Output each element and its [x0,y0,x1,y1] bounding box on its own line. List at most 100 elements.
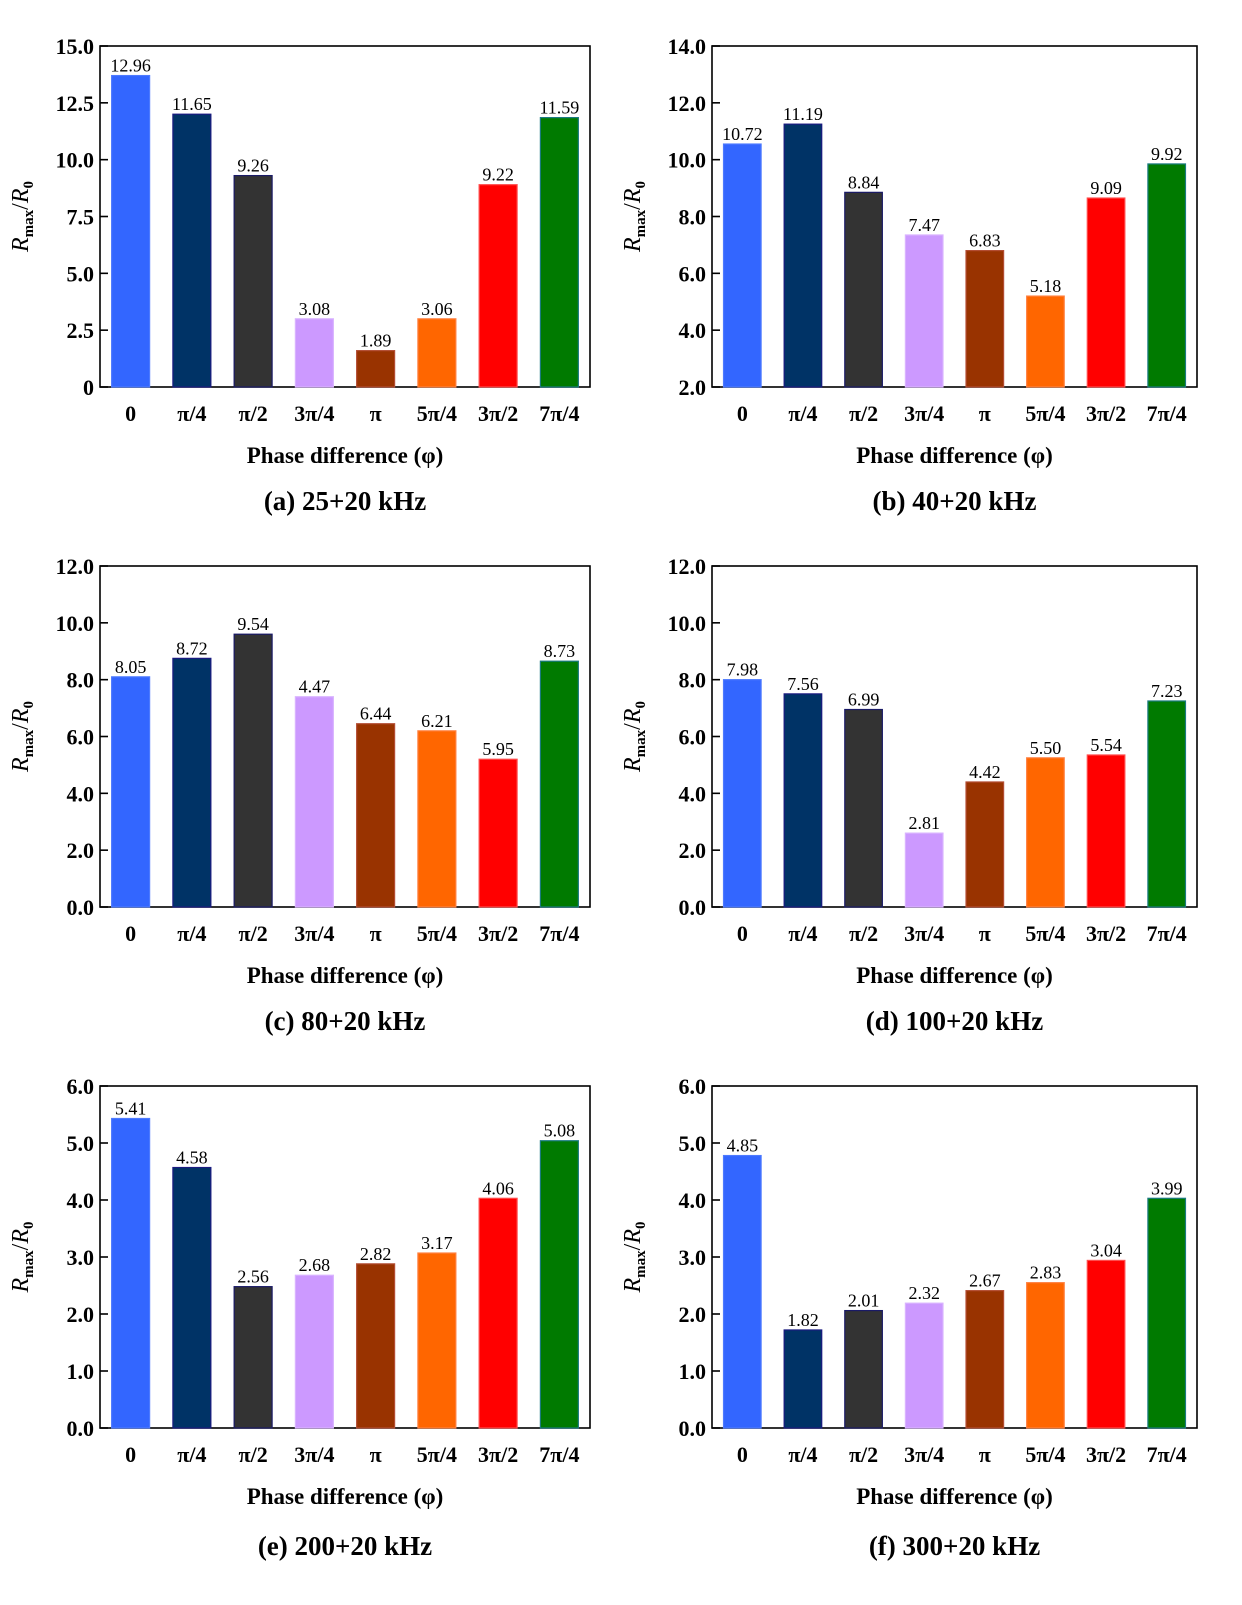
y-tick-label: 1.0 [679,1359,707,1384]
data-label: 1.89 [360,331,392,351]
data-label: 2.32 [908,1283,940,1303]
bar [294,696,334,908]
y-tick-label: 10.0 [668,148,707,173]
y-axis-title-part: R [8,757,34,773]
y-tick-label: 2.0 [679,838,707,863]
bar [904,1302,944,1429]
data-label: 9.92 [1151,144,1183,164]
data-label: 7.98 [727,660,759,680]
y-tick-label: 10.0 [668,611,707,636]
x-tick-label: 0 [125,401,136,426]
x-axis-title: Phase difference (φ) [856,963,1053,988]
y-axis-title-part: R [8,237,34,253]
x-tick-label: 3π/2 [478,1442,518,1467]
y-tick-label: 6.0 [67,725,95,750]
data-label: 2.67 [969,1271,1001,1291]
y-tick-label: 5.0 [67,261,95,286]
y-axis-title-part: / [8,1243,34,1250]
y-tick-label: 0.0 [679,895,707,920]
data-label: 3.08 [299,299,331,319]
chart-caption: (a) 25+20 kHz [264,486,426,516]
x-tick-label: 5π/4 [417,1442,457,1467]
bar [1147,700,1187,908]
bar [172,657,212,908]
bar [356,1263,396,1429]
data-label: 9.54 [237,614,269,634]
data-label: 9.09 [1090,178,1122,198]
x-tick-label: π/4 [788,1442,817,1467]
data-label: 4.47 [299,677,331,697]
x-tick-label: 3π/4 [294,401,334,426]
bar [1086,1259,1126,1429]
bar [111,1117,151,1429]
bar [539,660,579,908]
bar [965,250,1005,388]
x-tick-label: 0 [125,921,136,946]
y-tick-label: 5.0 [679,1131,707,1156]
bar [233,1286,273,1429]
y-tick-label: 12.0 [668,554,707,579]
bar [844,1309,883,1429]
y-tick-label: 0.0 [67,895,95,920]
data-label: 6.83 [969,231,1001,251]
y-axis-title: Rmax/R0 [620,1221,649,1293]
x-tick-label: π/4 [177,401,206,426]
bar [478,184,518,388]
x-axis-title: Phase difference (φ) [247,443,444,468]
data-label: 7.47 [908,215,940,235]
bar [722,143,762,388]
data-label: 6.44 [360,704,392,724]
y-tick-label: 4.0 [67,1188,95,1213]
y-axis-title: Rmax/R0 [8,181,37,253]
data-label: 7.23 [1151,681,1183,701]
x-tick-label: 5π/4 [1025,1442,1065,1467]
y-axis-title-part: max [633,1250,649,1278]
data-label: 11.19 [783,104,823,124]
y-tick-label: 1.0 [67,1359,95,1384]
y-tick-label: 3.0 [679,1245,707,1270]
y-tick-label: 6.0 [679,725,707,750]
data-label: 11.65 [172,94,212,114]
bar [539,117,579,388]
y-tick-label: 10.0 [56,148,95,173]
y-tick-label: 2.5 [67,318,95,343]
y-axis-title-part: max [633,729,649,757]
chart-a: 0 2.5 5.0 7.5 10.0 12.5 15.0 12.96 0 11.65 π/4 9.26… [8,34,591,516]
bar [1086,754,1126,908]
x-tick-label: π/2 [849,401,878,426]
x-tick-label: 7π/4 [539,401,579,426]
y-tick-label: 15.0 [56,34,95,59]
y-tick-label: 8.0 [679,205,707,230]
bar [417,730,457,908]
y-tick-label: 3.0 [67,1245,95,1270]
x-axis-title: Phase difference (φ) [247,1484,444,1509]
y-tick-label: 12.5 [56,91,95,116]
data-label: 2.56 [237,1267,269,1287]
bar [904,234,944,388]
data-label: 5.41 [115,1098,147,1118]
chart-e: 0.01.02.03.04.05.06.05.4104.58π/42.56π/2… [8,1074,591,1561]
y-tick-label: 7.5 [67,205,95,230]
x-tick-label: π [979,921,991,946]
x-tick-label: π/4 [788,401,817,426]
bar [722,679,762,908]
x-tick-label: 0 [737,921,748,946]
y-tick-label: 5.0 [67,1131,95,1156]
data-label: 5.18 [1030,276,1062,296]
x-tick-label: 3π/2 [478,401,518,426]
bar [1026,757,1065,908]
chart-caption: (d) 100+20 kHz [866,1006,1043,1036]
bar [356,350,396,388]
bar [1147,1197,1187,1429]
y-axis-title-part: R [620,237,646,253]
y-axis-title-part: 0 [21,1221,37,1229]
bar [539,1140,579,1429]
chart-caption: (f) 300+20 kHz [869,1531,1040,1561]
chart-d: 0.0 2.0 4.0 6.0 8.0 10.0 12.0 7.98 0 7.56 π/4 6.99 π… [620,554,1198,1036]
y-tick-label: 10.0 [56,611,95,636]
bar [722,1154,762,1429]
x-tick-label: 5π/4 [417,401,457,426]
bar [965,781,1005,908]
y-axis-title-part: / [8,723,34,730]
x-axis-title: Phase difference (φ) [856,443,1053,468]
